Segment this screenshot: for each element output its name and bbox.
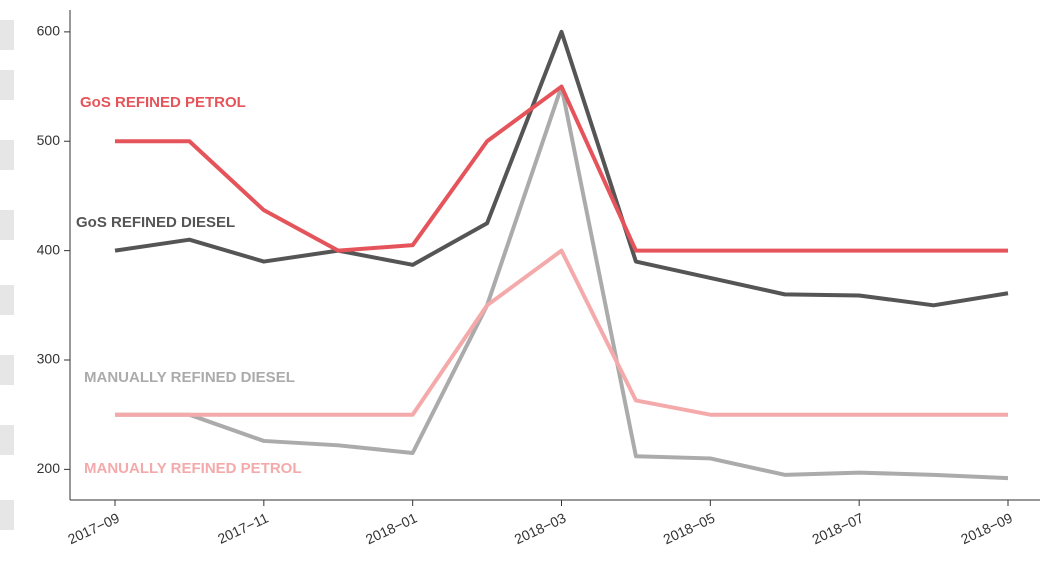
x-tick-label: 2018−01 xyxy=(363,509,420,547)
series-label: GoS REFINED DIESEL xyxy=(76,214,235,231)
series-line xyxy=(115,84,1009,481)
y-tick-label: 400 xyxy=(37,241,61,257)
y-tick-label: 300 xyxy=(37,351,61,367)
y-tick-label: 500 xyxy=(37,132,61,148)
series-line xyxy=(115,248,1008,417)
x-tick-label: 2017−09 xyxy=(65,509,122,547)
y-tick-label: 600 xyxy=(37,23,61,39)
y-tick-label: 200 xyxy=(37,460,61,476)
x-tick-label: 2018−09 xyxy=(958,509,1015,547)
series-label: GoS REFINED PETROL xyxy=(80,94,246,111)
series-label: MANUALLY REFINED PETROL xyxy=(84,460,302,477)
series-line xyxy=(115,84,1008,253)
x-tick-label: 2018−03 xyxy=(512,509,569,547)
series-line xyxy=(114,29,1009,308)
x-tick-label: 2018−07 xyxy=(809,509,866,547)
series-label: MANUALLY REFINED DIESEL xyxy=(84,369,295,386)
x-tick-label: 2018−05 xyxy=(661,509,718,547)
x-tick-label: 2017−11 xyxy=(215,509,271,546)
side-decoration xyxy=(0,20,14,530)
